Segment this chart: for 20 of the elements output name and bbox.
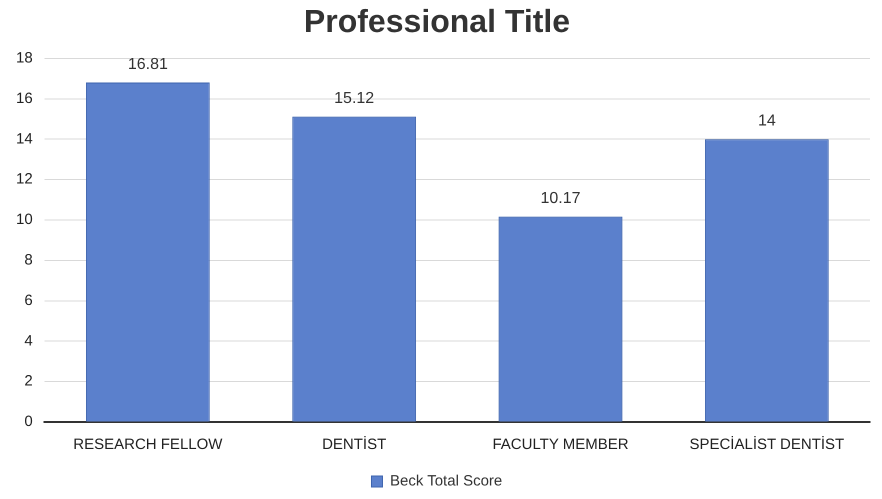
legend-label: Beck Total Score <box>390 472 502 490</box>
text: 10.17 <box>540 190 581 207</box>
y-tick-label: 10 <box>16 211 33 228</box>
x-tick-label: DENTİST <box>322 435 386 454</box>
y-tick-label: 18 <box>16 50 33 67</box>
y-tick-label: 8 <box>24 252 33 269</box>
y-tick-label: 14 <box>16 130 33 148</box>
y-tick-label: 6 <box>24 292 33 309</box>
text: 14 <box>758 112 776 130</box>
x-tick-label: FACULTY MEMBER <box>492 436 629 454</box>
y-tick-label: 2 <box>24 372 33 390</box>
x-tick-label: SPECİALİST DENTİST <box>689 435 844 454</box>
x-tick-label: RESEARCH FELLOW <box>73 436 224 454</box>
text: 16.81 <box>128 56 168 73</box>
y-tick-label: 16 <box>16 90 33 107</box>
chart-title: Professional Title <box>304 3 570 40</box>
y-tick-label: 12 <box>16 170 33 188</box>
y-tick-label: 0 <box>24 413 33 430</box>
text: 15.12 <box>334 90 374 107</box>
y-tick-label: 4 <box>24 332 33 350</box>
